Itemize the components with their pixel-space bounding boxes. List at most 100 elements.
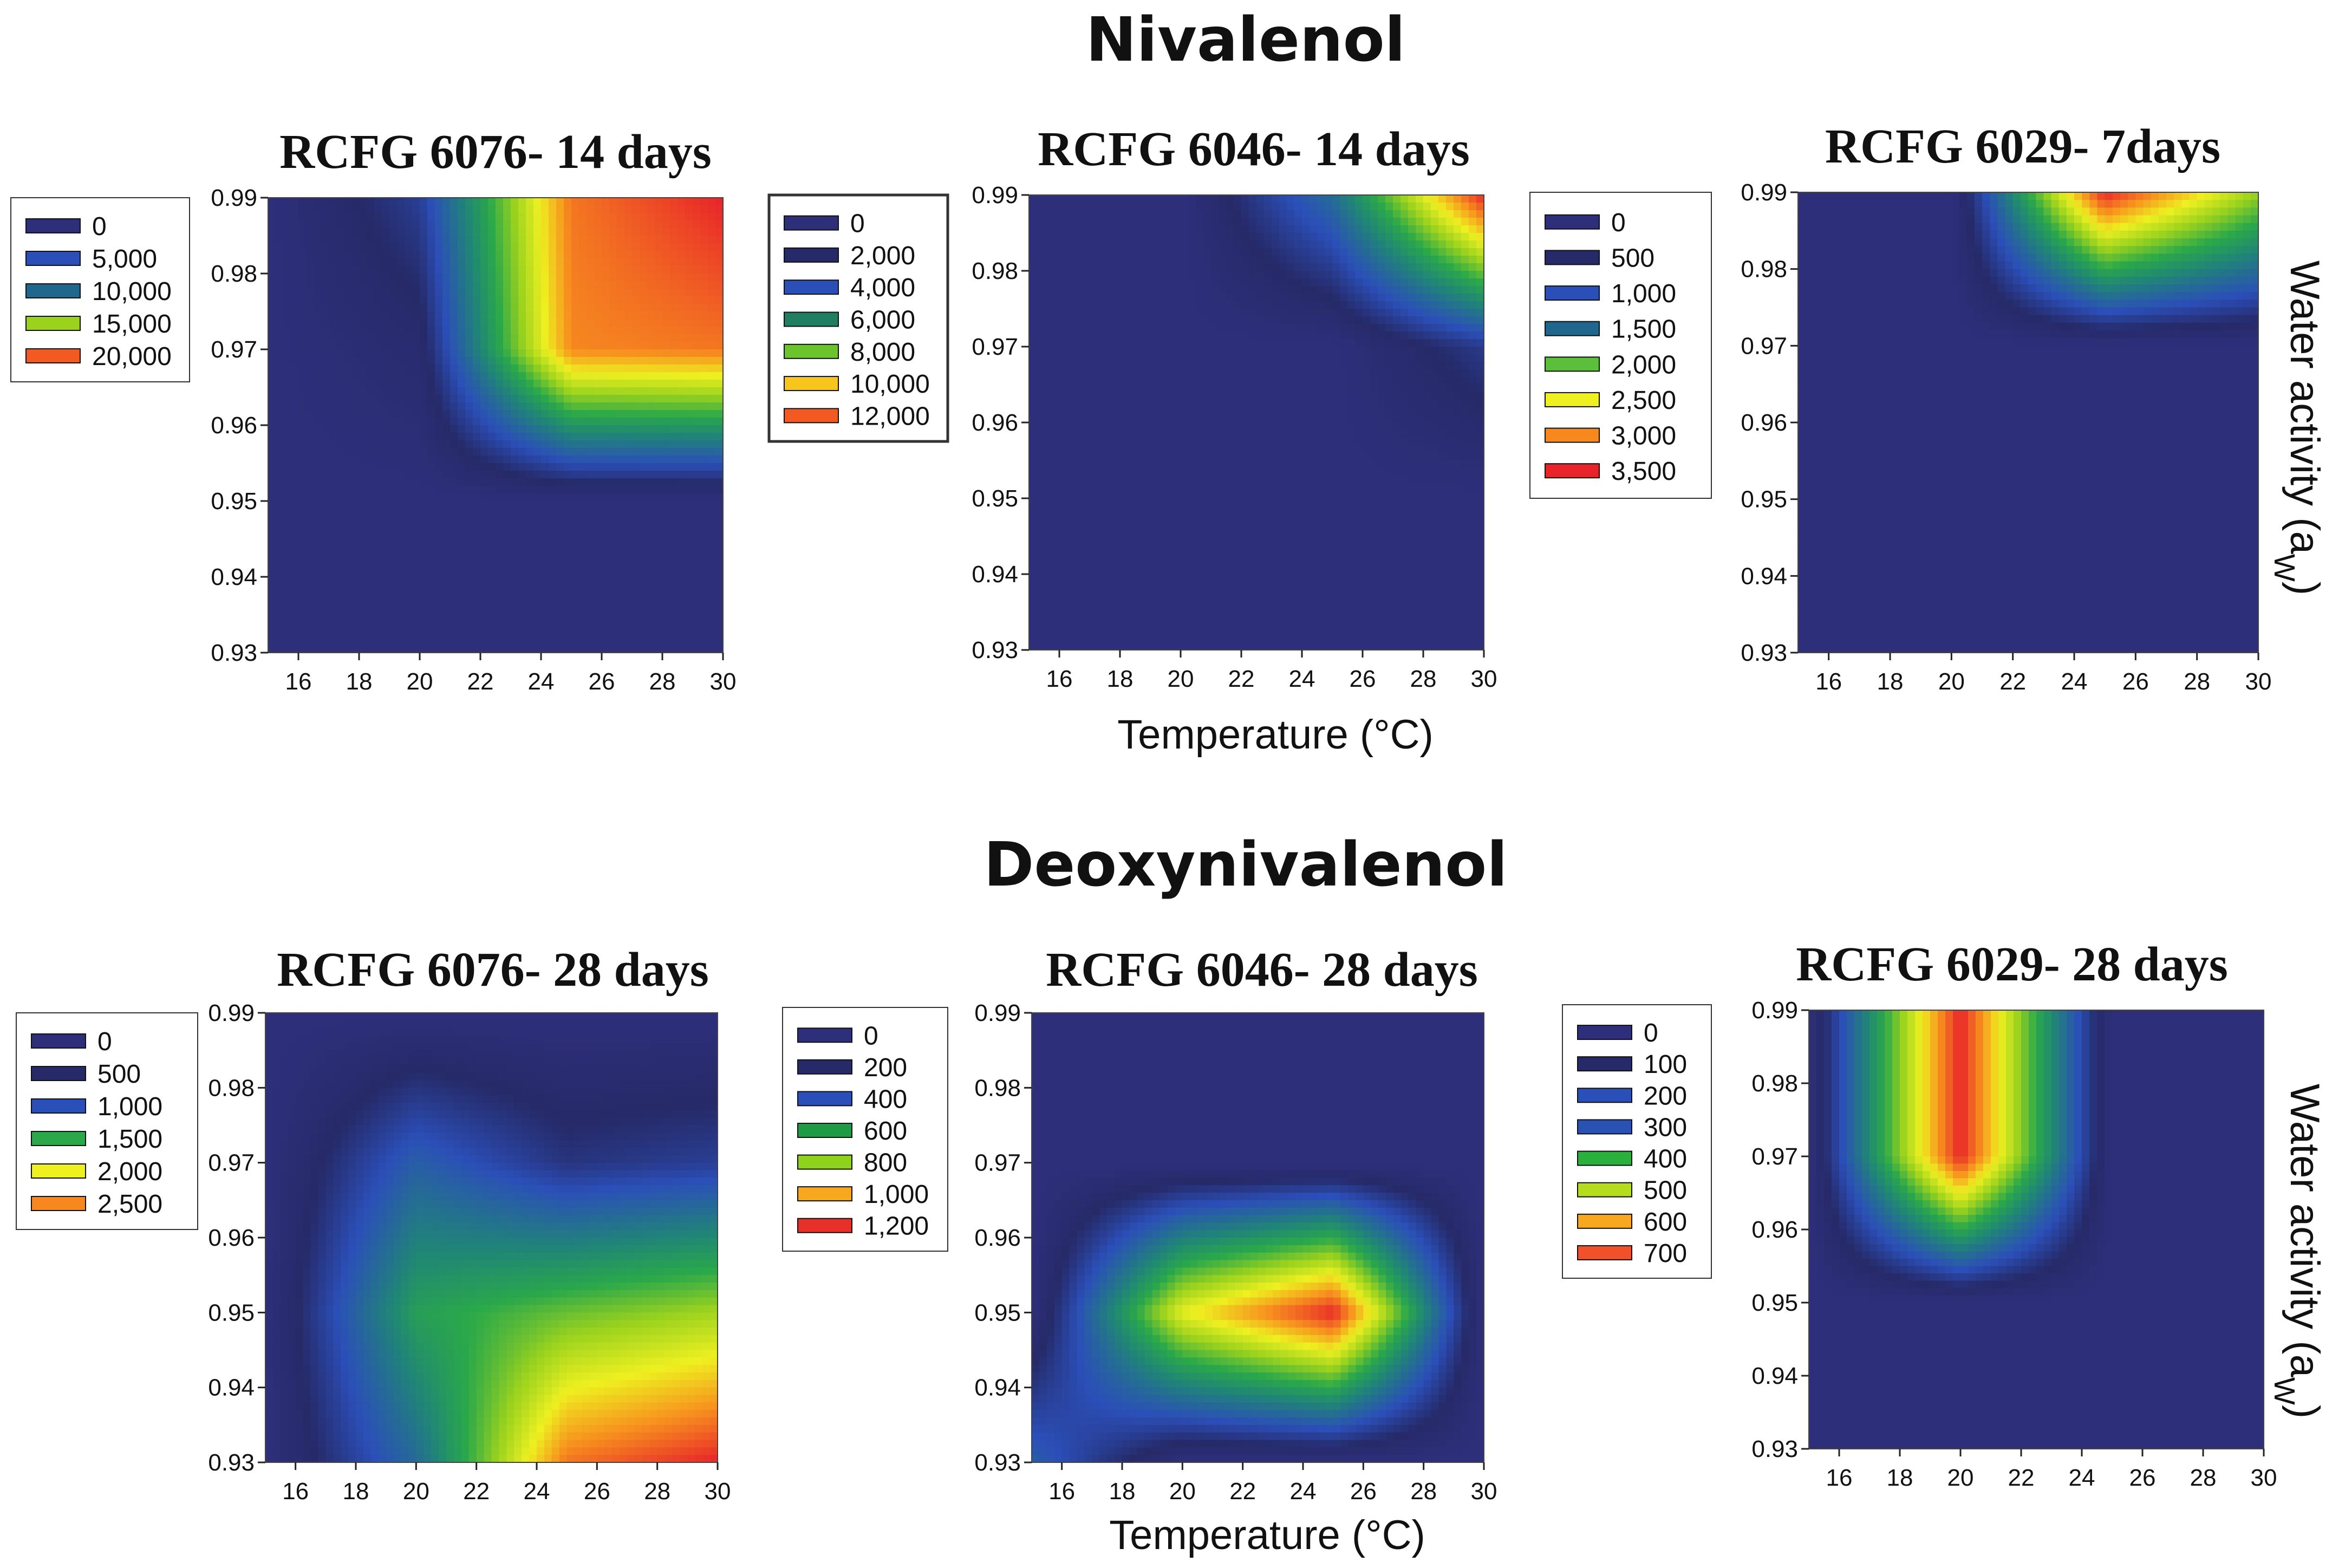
heatmap-cell bbox=[564, 531, 572, 539]
heatmap-cell bbox=[556, 319, 564, 327]
heatmap-cell bbox=[700, 539, 708, 547]
heatmap-cell bbox=[291, 456, 299, 464]
heatmap-cell bbox=[465, 281, 473, 289]
heatmap-cell bbox=[587, 228, 595, 236]
heatmap-cell bbox=[405, 418, 413, 426]
heatmap-cell bbox=[291, 387, 299, 395]
heatmap-cell bbox=[488, 637, 496, 646]
heatmap-cell bbox=[1325, 203, 1333, 211]
heatmap-cell bbox=[526, 349, 534, 357]
heatmap-cell bbox=[1082, 195, 1090, 203]
heatmap-cell bbox=[587, 402, 595, 411]
heatmap-cell bbox=[594, 456, 602, 464]
heatmap-cell bbox=[511, 349, 519, 357]
heatmap-cell bbox=[336, 440, 344, 448]
heatmap-cell bbox=[1082, 354, 1090, 362]
heatmap-cell bbox=[1454, 324, 1462, 332]
heatmap-cell bbox=[640, 539, 648, 547]
heatmap-cell bbox=[314, 433, 322, 441]
heatmap-cell bbox=[647, 493, 655, 502]
heatmap-cell bbox=[367, 607, 375, 615]
heatmap-cell bbox=[488, 622, 496, 630]
heatmap-cell bbox=[367, 395, 375, 403]
heatmap-cell bbox=[465, 448, 473, 456]
heatmap-cell bbox=[579, 296, 587, 304]
heatmap-cell bbox=[647, 236, 655, 244]
heatmap-cell bbox=[1340, 294, 1348, 302]
heatmap-cell bbox=[389, 395, 398, 403]
heatmap-cell bbox=[632, 198, 640, 206]
heatmap-cell bbox=[298, 281, 307, 289]
heatmap-cell bbox=[276, 319, 284, 327]
heatmap-cell bbox=[329, 311, 337, 320]
heatmap-cell bbox=[465, 440, 473, 448]
heatmap-cell bbox=[1347, 263, 1356, 271]
heatmap-cell bbox=[640, 433, 648, 441]
x-tick-label: 18 bbox=[346, 668, 373, 695]
heatmap-cell bbox=[1226, 324, 1234, 332]
heatmap-cell bbox=[382, 220, 390, 229]
heatmap-cell bbox=[541, 266, 549, 274]
heatmap-cell bbox=[450, 251, 458, 259]
heatmap-cell bbox=[1226, 271, 1234, 279]
heatmap-cell bbox=[541, 296, 549, 304]
heatmap-cell bbox=[624, 220, 633, 229]
heatmap-cell bbox=[511, 524, 519, 532]
heatmap-cell bbox=[291, 607, 299, 615]
heatmap-cell bbox=[336, 539, 344, 547]
heatmap-cell bbox=[700, 387, 708, 395]
heatmap-cell bbox=[708, 463, 716, 471]
heatmap-cell bbox=[549, 645, 557, 653]
heatmap-cell bbox=[640, 274, 648, 282]
heatmap-cell bbox=[670, 600, 678, 608]
heatmap-cell bbox=[389, 349, 398, 357]
heatmap-cell bbox=[1234, 195, 1242, 203]
heatmap-cell bbox=[549, 418, 557, 426]
heatmap-cell bbox=[1135, 218, 1143, 226]
heatmap-cell bbox=[465, 637, 473, 646]
heatmap-cell bbox=[632, 289, 640, 297]
heatmap-cell bbox=[1165, 354, 1174, 362]
heatmap-cell bbox=[1249, 240, 1257, 249]
heatmap-cell bbox=[321, 372, 329, 380]
heatmap-cell bbox=[518, 228, 526, 236]
heatmap-cell bbox=[647, 289, 655, 297]
heatmap-cell bbox=[1438, 301, 1447, 309]
heatmap-cell bbox=[1090, 347, 1098, 355]
heatmap-cell bbox=[640, 327, 648, 335]
heatmap-cell bbox=[541, 395, 549, 403]
heatmap-cell bbox=[1363, 271, 1371, 279]
heatmap-cell bbox=[473, 365, 481, 373]
heatmap-cell bbox=[1385, 339, 1393, 347]
heatmap-cell bbox=[594, 433, 602, 441]
heatmap-cell bbox=[587, 546, 595, 555]
heatmap-cell bbox=[450, 607, 458, 615]
heatmap-cell bbox=[1029, 347, 1037, 355]
heatmap-cell bbox=[617, 296, 625, 304]
heatmap-cell bbox=[1226, 339, 1234, 347]
heatmap-cell bbox=[1173, 218, 1181, 226]
heatmap-cell bbox=[351, 592, 360, 600]
heatmap-cell bbox=[298, 319, 307, 327]
heatmap-cell bbox=[609, 493, 617, 502]
heatmap-cell bbox=[374, 577, 382, 585]
heatmap-cell bbox=[1181, 286, 1189, 294]
heatmap-cell bbox=[518, 243, 526, 251]
heatmap-cell bbox=[458, 607, 466, 615]
heatmap-cell bbox=[564, 304, 572, 312]
heatmap-cell bbox=[670, 486, 678, 494]
heatmap-cell bbox=[427, 509, 435, 517]
heatmap-cell bbox=[526, 380, 534, 388]
heatmap-cell bbox=[329, 334, 337, 342]
heatmap-cell bbox=[405, 546, 413, 555]
heatmap-cell bbox=[1423, 218, 1431, 226]
heatmap-cell bbox=[708, 410, 716, 418]
heatmap-cell bbox=[473, 622, 481, 630]
heatmap-cell bbox=[276, 546, 284, 555]
heatmap-cell bbox=[382, 531, 390, 539]
heatmap-cell bbox=[640, 395, 648, 403]
heatmap-cell bbox=[1431, 248, 1439, 256]
heatmap-cell bbox=[1097, 294, 1105, 302]
heatmap-cell bbox=[389, 327, 398, 335]
heatmap-cell bbox=[336, 456, 344, 464]
